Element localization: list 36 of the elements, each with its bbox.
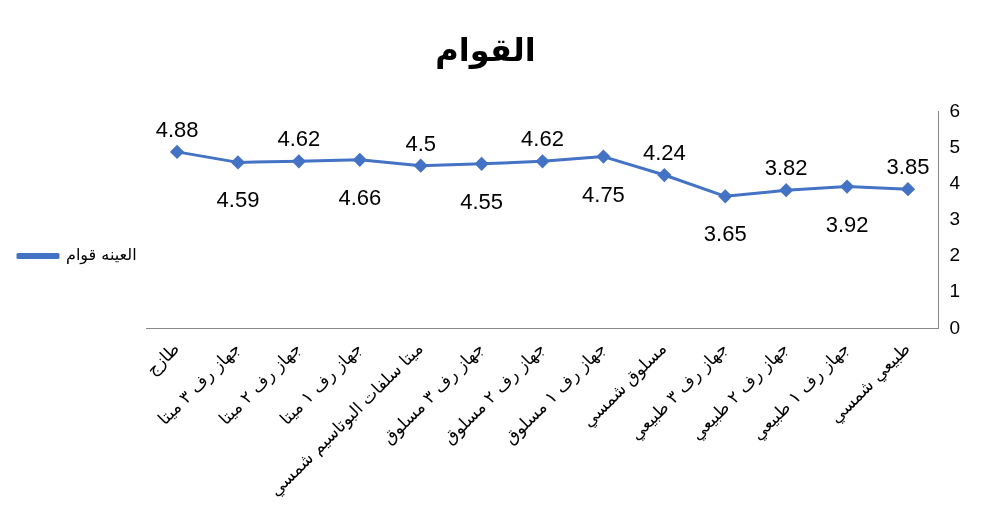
legend-label: العينه قوام [66, 245, 137, 266]
point [170, 145, 184, 159]
data-label: 4.62 [277, 126, 321, 152]
point [840, 180, 854, 194]
y-tick-label: 4 [949, 171, 961, 193]
data-label: 3.65 [703, 221, 747, 247]
y-tick-label: 5 [949, 135, 961, 157]
y-tick-label: 3 [949, 208, 961, 230]
data-label: 3.85 [886, 154, 930, 180]
y-tick-label: 0 [949, 316, 961, 338]
data-label: 4.24 [642, 140, 686, 166]
y-tick-label: 6 [949, 99, 961, 121]
data-label: 4.62 [521, 126, 564, 152]
data-label: 4.5 [405, 130, 437, 156]
data-label: 3.82 [764, 155, 808, 181]
point [475, 157, 489, 171]
y-tick-label: 2 [949, 244, 961, 266]
point [901, 182, 915, 196]
point [414, 159, 428, 173]
x-tick-label: طازج [142, 338, 184, 381]
point [231, 155, 245, 169]
point [353, 153, 367, 167]
point [657, 168, 671, 182]
data-label: 4.88 [155, 116, 199, 142]
chart-title: القوام [435, 30, 536, 69]
data-label: 4.75 [582, 181, 625, 207]
point [536, 154, 550, 168]
point [718, 189, 732, 203]
point [596, 150, 610, 164]
data-label: 3.92 [825, 211, 869, 237]
point [292, 154, 306, 168]
y-tick-label: 1 [949, 280, 961, 302]
point [779, 183, 793, 197]
data-label: 4.66 [338, 184, 382, 210]
data-label: 4.59 [216, 187, 260, 213]
data-label: 4.55 [460, 188, 504, 214]
